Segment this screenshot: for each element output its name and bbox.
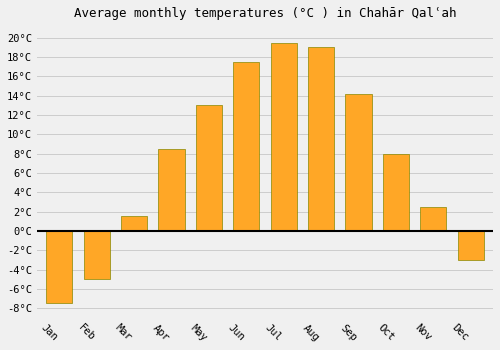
- Bar: [196, 105, 222, 231]
- Bar: [458, 231, 483, 260]
- Bar: [308, 47, 334, 231]
- Bar: [270, 43, 296, 231]
- Bar: [420, 207, 446, 231]
- Bar: [382, 154, 409, 231]
- Bar: [158, 149, 184, 231]
- Bar: [46, 231, 72, 303]
- Title: Average monthly temperatures (°C ) in Chahār Qalʿah: Average monthly temperatures (°C ) in Ch…: [74, 7, 456, 20]
- Bar: [346, 94, 372, 231]
- Bar: [84, 231, 110, 279]
- Bar: [121, 216, 147, 231]
- Bar: [233, 62, 260, 231]
